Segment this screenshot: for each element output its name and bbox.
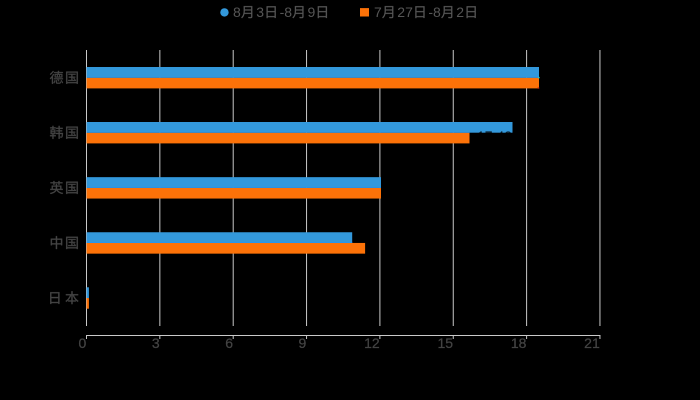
svg-text:18: 18: [511, 335, 527, 351]
svg-text:12: 12: [364, 335, 380, 351]
svg-text:2: 2: [456, 4, 464, 20]
svg-text:3: 3: [256, 4, 264, 20]
svg-text:8: 8: [233, 4, 241, 20]
svg-text:-8: -8: [280, 4, 293, 20]
svg-text:7: 7: [374, 4, 382, 20]
svg-text:15: 15: [437, 335, 453, 351]
svg-text:9: 9: [299, 335, 307, 351]
svg-text:-8: -8: [428, 4, 441, 20]
svg-text:27: 27: [397, 4, 413, 20]
svg-text:9: 9: [308, 4, 316, 20]
svg-text:6: 6: [225, 335, 233, 351]
svg-text:3: 3: [152, 335, 160, 351]
svg-text:0: 0: [79, 335, 87, 351]
svg-text:17.48: 17.48: [477, 128, 512, 144]
svg-text:21: 21: [584, 335, 600, 351]
